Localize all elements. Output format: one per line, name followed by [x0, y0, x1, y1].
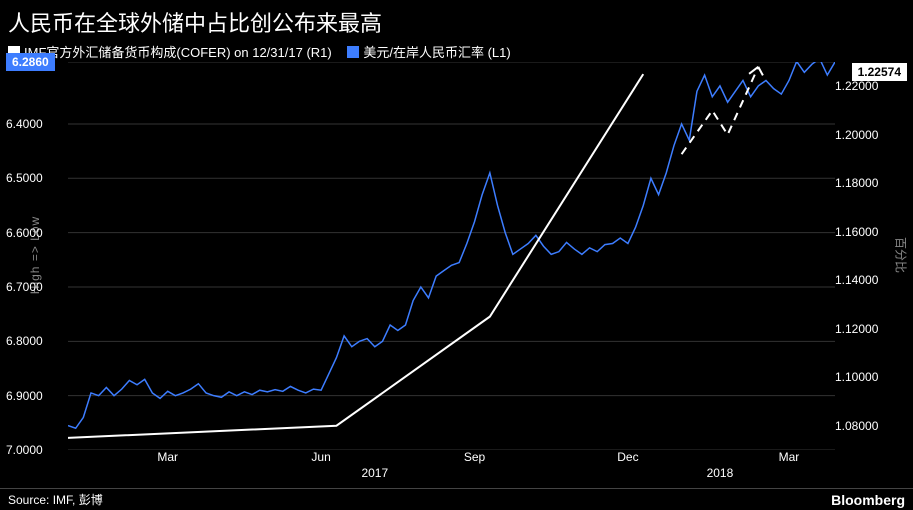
plot-area: [68, 62, 835, 450]
legend-item-usdcny: 美元/在岸人民币汇率 (L1): [347, 42, 510, 61]
x-month-tick: Jun: [311, 450, 330, 464]
y-left-tick: 6.8000: [6, 334, 43, 348]
y-left-tick: 6.5000: [6, 171, 43, 185]
footer: Source: IMF, 彭博 Bloomberg: [0, 488, 913, 510]
legend-label-1: IMF官方外汇储备货币构成(COFER) on 12/31/17 (R1): [24, 42, 332, 61]
legend-label-2: 美元/在岸人民币汇率 (L1): [363, 42, 510, 61]
legend-swatch-2: [347, 46, 359, 58]
y-right-tick: 1.14000: [835, 273, 878, 287]
y-left-tick: 7.0000: [6, 443, 43, 457]
source-text: Source: IMF, 彭博: [8, 491, 103, 508]
y-right-tick: 1.12000: [835, 322, 878, 336]
y-left-tick: 6.9000: [6, 389, 43, 403]
y-right-axis: 1.22000 1.20000 1.18000 1.16000 1.14000 1.120…: [835, 62, 913, 450]
x-year-tick: 2018: [707, 466, 734, 480]
x-axis: Mar Jun Sep Dec Mar 2017 2018: [68, 450, 835, 480]
x-month-tick: Dec: [617, 450, 638, 464]
x-month-tick: Mar: [779, 450, 800, 464]
y-right-tick: 1.16000: [835, 225, 878, 239]
legend-item-cofer: IMF官方外汇储备货币构成(COFER) on 12/31/17 (R1): [8, 42, 332, 61]
brand-logo: Bloomberg: [831, 492, 905, 508]
y-left-tick: 6.6000: [6, 226, 43, 240]
left-value-badge: 6.2860: [6, 53, 55, 71]
y-left-tick: 6.4000: [6, 117, 43, 131]
x-month-tick: Sep: [464, 450, 485, 464]
y-right-tick: 1.22000: [835, 79, 878, 93]
y-right-tick: 1.10000: [835, 370, 878, 384]
x-year-tick: 2017: [361, 466, 388, 480]
x-month-tick: Mar: [157, 450, 178, 464]
y-left-axis: 6.28606.40006.50006.60006.70006.80006.90…: [0, 62, 68, 450]
y-right-tick: 1.20000: [835, 128, 878, 142]
chart-svg: [68, 62, 835, 450]
y-left-tick: 6.7000: [6, 280, 43, 294]
chart-title: 人民币在全球外储中占比创公布来最高: [0, 0, 913, 40]
right-value-badge: 1.22574: [852, 63, 907, 81]
y-right-tick: 1.08000: [835, 419, 878, 433]
y-right-tick: 1.18000: [835, 176, 878, 190]
